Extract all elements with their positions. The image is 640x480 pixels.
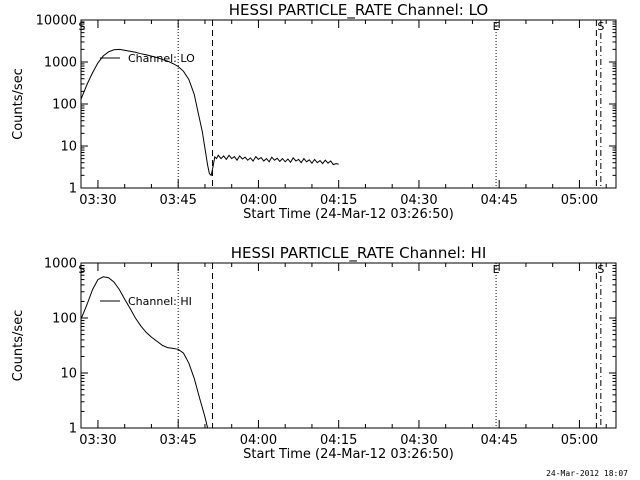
chart-title: HESSI PARTICLE_RATE Channel: LO <box>229 1 488 20</box>
time-marker-label: E <box>493 20 500 33</box>
legend-label: Channel: HI <box>128 295 192 308</box>
y-tick-label: 1 <box>69 182 77 197</box>
x-tick-label: 04:00 <box>240 193 277 208</box>
y-axis-label: Counts/sec <box>11 68 26 140</box>
x-tick-label: 04:30 <box>400 193 437 208</box>
y-tick-label: 10 <box>60 140 77 155</box>
y-tick-label: 100 <box>52 312 77 327</box>
x-tick-label: 03:45 <box>159 193 196 208</box>
time-marker-label: S <box>78 20 85 33</box>
chart-panel-2: HESSI PARTICLE_RATE Channel: HI Counts/se… <box>11 244 617 462</box>
x-axis-label: Start Time (24-Mar-12 03:26:50) <box>243 447 454 462</box>
footer-timestamp: 24-Mar-2012 18:07 <box>546 469 628 478</box>
y-tick-label: 10000 <box>36 14 77 29</box>
chart-title: HESSI PARTICLE_RATE Channel: HI <box>231 244 487 263</box>
series-line <box>80 276 209 429</box>
y-tick-label: 10 <box>60 367 77 382</box>
x-tick-label: 04:00 <box>240 433 277 448</box>
x-tick-label: 03:30 <box>79 433 116 448</box>
y-tick-label: 1000 <box>44 257 77 272</box>
x-tick-label: 04:45 <box>480 433 517 448</box>
y-tick-label: 1000 <box>44 56 77 71</box>
plot-frame <box>80 262 617 429</box>
x-tick-label: 04:15 <box>320 193 357 208</box>
chart-panel-1: HESSI PARTICLE_RATE Channel: LO Counts/se… <box>11 1 617 222</box>
time-marker-label: E <box>493 263 500 276</box>
x-tick-label: 05:00 <box>561 193 598 208</box>
time-marker-label: S <box>597 20 604 33</box>
x-axis-label: Start Time (24-Mar-12 03:26:50) <box>243 207 454 222</box>
y-tick-label: 100 <box>52 98 77 113</box>
x-tick-label: 05:00 <box>561 433 598 448</box>
x-tick-label: 04:15 <box>320 433 357 448</box>
y-axis-label: Counts/sec <box>11 310 26 382</box>
plot-frame <box>80 19 617 189</box>
time-marker-label: S <box>78 263 85 276</box>
x-tick-label: 03:45 <box>159 433 196 448</box>
series-line <box>80 48 339 177</box>
y-tick-label: 1 <box>69 422 77 437</box>
x-tick-label: 04:30 <box>400 433 437 448</box>
legend-label: Channel: LO <box>128 52 195 65</box>
x-tick-label: 04:45 <box>480 193 517 208</box>
x-tick-label: 03:30 <box>79 193 116 208</box>
time-marker-label: S <box>597 263 604 276</box>
